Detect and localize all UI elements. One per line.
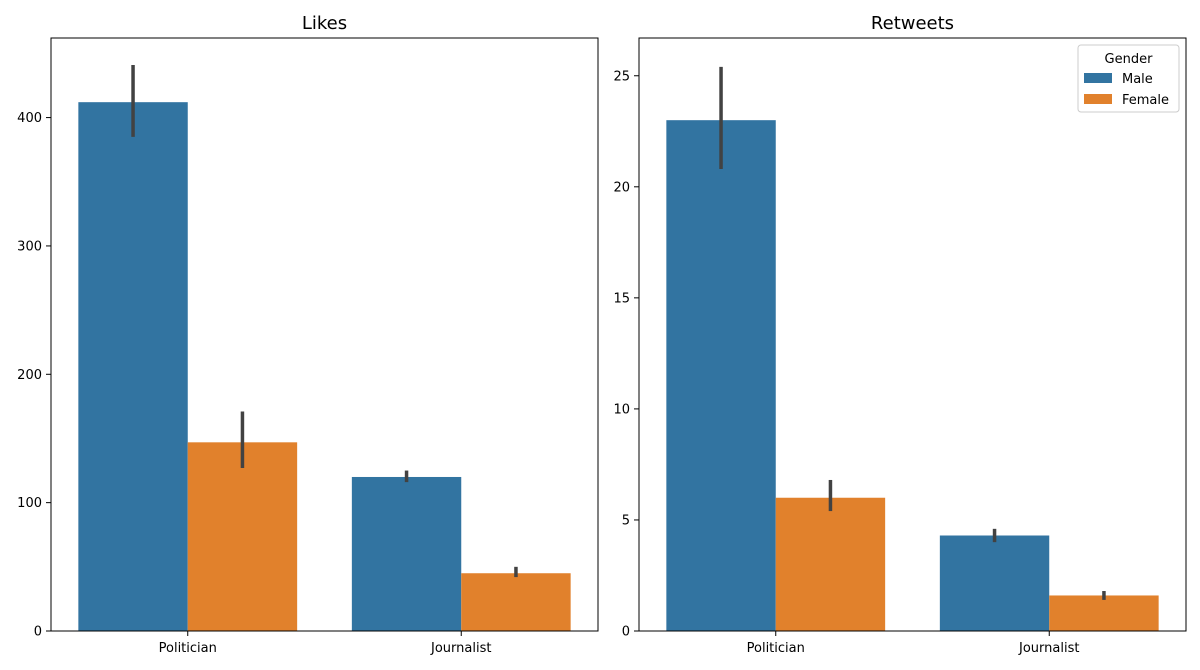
legend-label-female: Female bbox=[1122, 93, 1169, 108]
axes-frame bbox=[50, 37, 599, 632]
bar-female-journalist bbox=[1049, 595, 1159, 631]
y-tick-label: 200 bbox=[17, 368, 42, 383]
legend-title: Gender bbox=[1105, 52, 1154, 67]
y-tick-label: 10 bbox=[613, 402, 630, 417]
axes-frame bbox=[638, 37, 1187, 632]
chart-title: Retweets bbox=[871, 13, 954, 34]
y-tick-label: 5 bbox=[622, 513, 630, 528]
bar-female-journalist bbox=[461, 573, 571, 631]
x-tick-label: Journalist bbox=[430, 641, 491, 656]
y-tick-label: 15 bbox=[613, 291, 630, 306]
x-tick-label: Politician bbox=[747, 641, 805, 656]
bar-female-politician bbox=[775, 497, 886, 631]
y-tick-label: 0 bbox=[34, 625, 42, 640]
chart-title: Likes bbox=[302, 13, 347, 34]
bar-male-politician bbox=[78, 102, 188, 631]
retweets-panel: Retweets 0 5 10 15 20 25 Politician Journalist Ge… bbox=[613, 13, 1187, 656]
legend-swatch-male bbox=[1084, 73, 1112, 83]
y-tick-label: 300 bbox=[17, 239, 42, 254]
y-tick-label: 25 bbox=[613, 69, 630, 84]
y-tick-label: 100 bbox=[17, 496, 42, 511]
bar-male-politician bbox=[666, 120, 776, 632]
x-tick-label: Journalist bbox=[1018, 641, 1079, 656]
bar-male-journalist bbox=[939, 535, 1050, 631]
bar-male-journalist bbox=[351, 476, 462, 631]
likes-panel: Likes 0 100 200 300 400 Politician Journalist bbox=[17, 13, 599, 656]
y-tick-label: 20 bbox=[613, 180, 630, 195]
legend-label-male: Male bbox=[1122, 72, 1153, 87]
legend-swatch-female bbox=[1084, 94, 1112, 104]
y-tick-label: 0 bbox=[622, 625, 630, 640]
x-tick-label: Politician bbox=[159, 641, 217, 656]
bar-female-politician bbox=[187, 442, 298, 631]
legend: Gender Male Female bbox=[1077, 44, 1180, 113]
y-tick-label: 400 bbox=[17, 111, 42, 126]
